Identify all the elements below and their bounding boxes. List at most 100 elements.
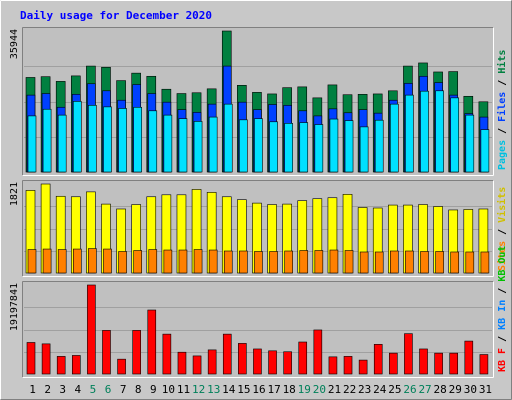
panel-hits-files-pages-pages-bar-11-fill (178, 118, 188, 173)
panel-kbytes-kb-f-bar-20 (313, 329, 323, 375)
panel-hits-files-pages-pages-bar-30-fill (465, 114, 475, 173)
panel-hits-files-pages-pages-bar-6-fill (103, 106, 112, 173)
panel-visits-sites-sites-bar-7-fill (118, 251, 127, 274)
panel-hits-files-pages-pages-bar-9 (148, 110, 158, 173)
panel-visits-sites-sites-bar-20 (314, 250, 324, 274)
panel-visits-sites-sites-bar-14-fill (223, 250, 233, 274)
panel-kbytes-kb-f-bar-8 (132, 330, 141, 375)
panel-hits-files-pages-pages-bar-7 (118, 108, 127, 173)
panel-kbytes-kb-f-bar-3-fill (56, 356, 66, 375)
panel-kbytes-kb-f-bar-22-fill (343, 356, 353, 375)
panel-kbytes-kb-f-bar-10-fill (162, 333, 172, 375)
panel-hits-files-pages-pages-bar-16-fill (254, 118, 263, 173)
panel-visits-sites-sites-bar-5-fill (88, 248, 97, 274)
panel-kbytes-kb-f-bar-27 (419, 348, 428, 375)
panel-kbytes-kb-f-bar-9-fill (147, 309, 157, 375)
panel-kbytes-kb-f-bar-13 (207, 349, 217, 375)
panel-kbytes-kb-f-bar-21 (328, 356, 338, 375)
panel-kbytes-kb-f-bar-27-fill (419, 348, 428, 375)
panel-kbytes-kb-f-bar-10 (162, 333, 172, 375)
panel-kbytes-kb-f-bar-7 (117, 358, 126, 375)
panel-kbytes-kb-f-bar-25-fill (389, 352, 398, 375)
panel-kbytes-kb-f-bar-28-fill (434, 352, 443, 375)
panel-hits-files-pages-pages-bar-1-fill (27, 115, 37, 173)
panel-hits-files-pages-pages-bar-23-fill (359, 126, 369, 173)
panel-kbytes-kb-f-bar-20-fill (313, 329, 323, 375)
panel-visits-sites-sites-bar-28 (435, 251, 444, 274)
panel-kbytes-kb-f-bar-5-fill (87, 284, 96, 375)
panel-kbytes-kb-f-bar-31-fill (479, 354, 489, 375)
legend-separator: / (497, 223, 508, 241)
panel-visits-sites-sites-bar-24 (374, 251, 384, 274)
panel-hits-files-pages-pages-bar-19-fill (299, 122, 309, 173)
panel-visits-sites-sites-bar-2 (42, 248, 52, 274)
panel-hits-files-pages-pages-bar-17 (269, 121, 278, 173)
panel-hits-files-pages-pages-bar-29-fill (450, 97, 460, 173)
panel-hits-files-pages-pages-bar-3-fill (57, 114, 67, 173)
chart-title: Daily usage for December 2020 (20, 9, 212, 22)
x-tick-20: 20 (313, 383, 326, 396)
legend-files: Files (496, 92, 508, 122)
x-tick-27: 27 (418, 383, 431, 396)
panel-visits-sites-sites-bar-4-fill (72, 248, 82, 274)
panel-kbytes-kb-f-bar-26-fill (404, 333, 413, 375)
legend-sites: Sites (496, 241, 508, 271)
panel-hits-files-pages-pages-bar-9-fill (148, 110, 158, 173)
panel-hits-files-pages-pages-bar-25-fill (390, 103, 399, 173)
panel-hits-files-pages-pages-bar-20 (314, 124, 324, 173)
panel-hits-files-pages-pages-bar-21-fill (329, 118, 339, 173)
panel-hits-files-pages-pages-bar-16 (254, 118, 263, 173)
panel-kbytes-kb-f-bar-28 (434, 352, 443, 375)
panel-hits-files-pages-pages-bar-12 (193, 121, 203, 173)
x-tick-5: 5 (90, 383, 97, 396)
panel-kbytes-kb-f-bar-31 (479, 354, 489, 375)
panel-visits-sites-sites-bar-23-fill (359, 251, 369, 274)
panel-hits-files-pages-pages-bar-29 (450, 97, 460, 173)
panel-visits-sites-sites-bar-18 (284, 250, 293, 274)
panel-visits-sites-sites-bar-24-fill (374, 251, 384, 274)
panel-visits-sites-sites-bar-9 (148, 249, 158, 274)
panel-visits-sites-sites-bar-12 (193, 249, 203, 274)
panel-hits-files-pages-pages-bar-11 (178, 118, 188, 173)
panel-kbytes-kb-f-bar-2 (41, 343, 51, 375)
panel-visits-sites-sites-bar-8 (133, 250, 142, 274)
x-tick-31: 31 (479, 383, 492, 396)
panel-visits-sites-sites-bar-5 (88, 248, 97, 274)
panel-visits-sites-sites-bar-10-fill (163, 249, 173, 274)
x-tick-21: 21 (328, 383, 341, 396)
panel-kbytes: 19197841 KB F / KB In / KB Out (9, 246, 508, 378)
x-tick-13: 13 (207, 383, 220, 396)
panel-hits-files-pages-pages-bar-5-fill (88, 105, 97, 173)
x-tick-14: 14 (222, 383, 236, 396)
panel-hits-files-pages-ymax-label: 35944 (9, 29, 20, 59)
panel-visits-sites-sites-bar-16 (254, 251, 263, 274)
panel-visits-sites-sites-bar-25-fill (390, 250, 399, 274)
legend-separator: / (497, 330, 508, 348)
x-tick-9: 9 (150, 383, 157, 396)
panel-hits-files-pages-pages-bar-8-fill (133, 106, 142, 173)
x-tick-26: 26 (403, 383, 416, 396)
panel-visits-sites-sites-bar-25 (390, 250, 399, 274)
panel-hits-files-pages-pages-bar-18-fill (284, 123, 293, 173)
panel-visits-sites-sites-bar-15-fill (239, 250, 248, 274)
panel-hits-files-pages-pages-bar-31-fill (480, 129, 490, 173)
panel-hits-files-pages-pages-bar-27 (420, 90, 429, 173)
panel-visits-sites-sites-bar-9-fill (148, 249, 158, 274)
panel-hits-files-pages-pages-bar-13 (208, 116, 218, 173)
panel-hits-files-pages-pages-bar-23 (359, 126, 369, 173)
panel-visits-sites-sites-bar-11-fill (178, 249, 188, 274)
panel-hits-files-pages-pages-bar-10-fill (163, 114, 173, 173)
x-tick-3: 3 (59, 383, 66, 396)
panel-visits-sites-sites-bar-8-fill (133, 250, 142, 274)
panel-hits-files-pages-pages-bar-24 (374, 119, 384, 173)
panel-kbytes-kb-f-bar-14-fill (222, 333, 232, 375)
legend-visits: Visits (496, 187, 508, 223)
x-tick-2: 2 (44, 383, 51, 396)
panel-visits-sites-sites-bar-3 (57, 249, 67, 274)
panel-kbytes-kb-f-bar-8-fill (132, 330, 141, 375)
panel-kbytes-kb-f-bar-11-fill (177, 351, 187, 375)
x-tick-24: 24 (373, 383, 387, 396)
panel-visits-sites-sites-bar-17-fill (269, 251, 278, 274)
panel-hits-files-pages-pages-bar-26-fill (405, 94, 414, 173)
panel-visits-sites-sites-bar-11 (178, 249, 188, 274)
